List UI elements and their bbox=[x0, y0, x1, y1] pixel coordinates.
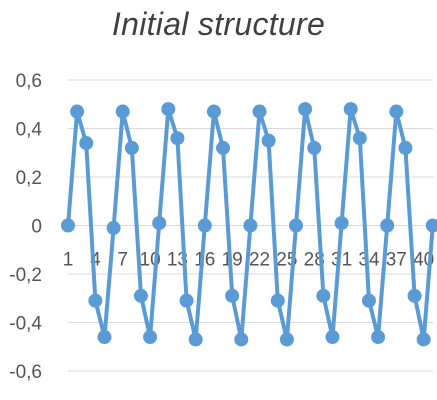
x-tick-label: 19 bbox=[222, 250, 243, 271]
data-point bbox=[206, 104, 221, 119]
x-tick-label: 4 bbox=[90, 250, 101, 271]
y-tick-label: 0,2 bbox=[16, 168, 42, 189]
data-point bbox=[216, 140, 231, 155]
x-tick-label: 34 bbox=[358, 250, 380, 271]
data-point bbox=[352, 131, 367, 146]
data-point bbox=[270, 293, 285, 308]
data-point bbox=[70, 104, 85, 119]
y-tick-label: -0,2 bbox=[9, 265, 42, 286]
data-point bbox=[279, 332, 294, 347]
data-point bbox=[407, 288, 422, 303]
y-tick-label: 0,6 bbox=[16, 71, 42, 92]
data-point bbox=[252, 104, 267, 119]
data-point bbox=[197, 218, 212, 233]
x-tick-label: 22 bbox=[249, 250, 270, 271]
data-point bbox=[398, 140, 413, 155]
y-tick-label: -0,6 bbox=[9, 362, 42, 383]
x-tick-label: 1 bbox=[63, 250, 74, 271]
data-point bbox=[334, 216, 349, 231]
data-point bbox=[298, 102, 313, 117]
y-tick-label: 0,4 bbox=[16, 120, 43, 141]
y-tick-label: -0,4 bbox=[9, 314, 42, 335]
x-tick-label: 31 bbox=[331, 250, 352, 271]
data-point bbox=[425, 218, 437, 233]
data-point bbox=[289, 218, 303, 233]
data-point bbox=[152, 216, 167, 231]
data-point bbox=[179, 293, 194, 308]
data-point bbox=[261, 133, 276, 148]
x-tick-label: 16 bbox=[194, 250, 215, 271]
data-point bbox=[225, 288, 240, 303]
data-point bbox=[371, 330, 386, 345]
data-point bbox=[380, 218, 395, 233]
data-point bbox=[88, 293, 103, 308]
x-tick-label: 7 bbox=[117, 250, 128, 271]
data-point bbox=[170, 131, 185, 146]
data-point bbox=[97, 330, 112, 345]
data-point bbox=[361, 293, 376, 308]
data-point bbox=[234, 332, 249, 347]
data-point bbox=[124, 140, 139, 155]
data-point bbox=[79, 136, 94, 151]
data-point bbox=[243, 218, 258, 233]
x-tick-label: 37 bbox=[386, 250, 407, 271]
data-point bbox=[188, 332, 203, 347]
data-point bbox=[143, 330, 158, 345]
data-point bbox=[106, 220, 121, 235]
data-point bbox=[133, 288, 148, 303]
data-point bbox=[307, 140, 322, 155]
data-point bbox=[343, 102, 358, 117]
data-point bbox=[416, 332, 431, 347]
data-point bbox=[316, 288, 331, 303]
data-point bbox=[61, 218, 75, 233]
data-point bbox=[115, 104, 130, 119]
data-point bbox=[325, 330, 340, 345]
y-tick-label: 0 bbox=[31, 217, 42, 238]
chart-title: Initial structure bbox=[111, 6, 326, 42]
data-point bbox=[161, 102, 176, 117]
data-point bbox=[389, 104, 404, 119]
